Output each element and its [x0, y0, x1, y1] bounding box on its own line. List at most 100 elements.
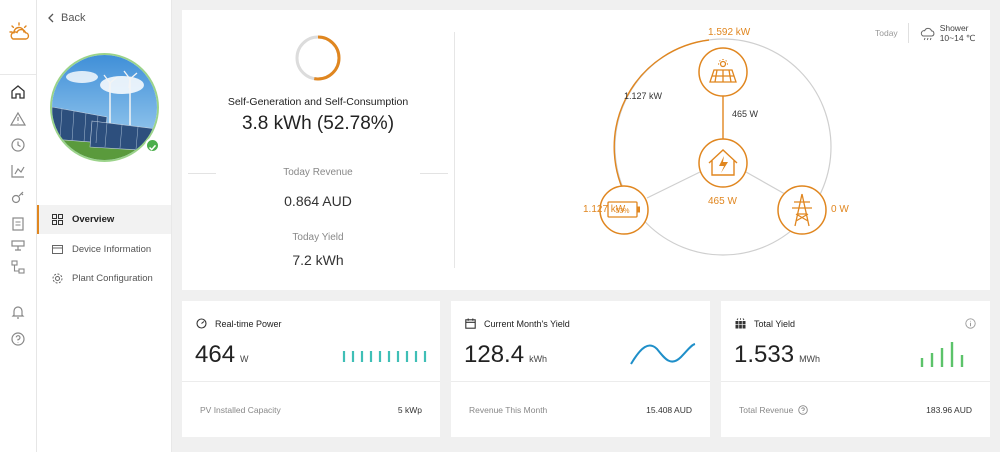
nav-item-overview[interactable]: Overview — [37, 205, 171, 234]
check-icon — [148, 144, 157, 151]
today-yield-value: 7.2 kWh — [292, 252, 344, 268]
gauge-icon — [196, 318, 207, 329]
weather-text: Shower 10~14 ℃ — [940, 23, 976, 43]
month-yield-sparkline — [630, 343, 696, 365]
battery-icon — [607, 201, 640, 218]
nav-item-device-information[interactable]: Device Information — [37, 235, 171, 264]
weather-temp-range: 10~14 ℃ — [939, 33, 976, 43]
nav-item-label: Overview — [72, 214, 115, 225]
divider-right — [420, 173, 448, 174]
card-title: Current Month's Yield — [484, 318, 570, 329]
card-divider — [182, 381, 440, 382]
rain-cloud-icon — [920, 27, 935, 40]
card-header: Current Month's Yield — [465, 318, 570, 329]
history-clock-icon[interactable] — [9, 136, 27, 154]
gear-icon — [52, 273, 63, 284]
card-title: Real-time Power — [215, 318, 282, 329]
battery-to-home-path — [646, 171, 701, 199]
card-footer-label: Revenue This Month — [469, 405, 548, 415]
value-number: 1.533 — [734, 341, 795, 368]
card-footer: Total Revenue — [739, 405, 809, 415]
today-revenue-label: Today Revenue — [283, 167, 353, 178]
weather-widget: Today Shower 10~14 ℃ — [875, 22, 975, 44]
value-unit: kWh — [529, 354, 548, 364]
card-divider — [721, 381, 990, 382]
battery-power-value: 1.127 kW — [583, 204, 626, 215]
card-footer-value: 5 kWp — [397, 405, 422, 415]
weather-period: Today — [875, 28, 898, 38]
weather-divider — [907, 23, 909, 43]
battery-soc-text: 53% — [615, 208, 629, 215]
topology-icon[interactable] — [9, 258, 27, 276]
sun-cloud-logo-icon[interactable] — [6, 20, 32, 42]
total-yield-sparkline — [920, 342, 964, 367]
home-icon[interactable] — [9, 83, 27, 101]
grid-power-value: 0 W — [831, 204, 849, 215]
chevron-left-icon — [48, 13, 54, 23]
self-generation-value: 3.8 kWh (52.78%) — [241, 113, 395, 134]
panel-separator — [454, 32, 455, 268]
value-unit: MWh — [799, 354, 821, 364]
month-yield-card: Current Month's Yield 128.4 kWh Revenue … — [451, 301, 710, 437]
icon-rail — [0, 0, 37, 452]
grid-icon — [52, 214, 63, 225]
overview-panel: Self-Generation and Self-Consumption 3.8… — [182, 10, 990, 290]
pv-node[interactable] — [698, 47, 748, 97]
plant-side-nav: Back Overview Dev — [37, 0, 172, 452]
report-chart-icon[interactable] — [9, 162, 27, 180]
rail-divider — [0, 74, 36, 75]
help-question-icon[interactable] — [798, 405, 809, 415]
solar-plant-photo-icon — [52, 55, 157, 160]
card-footer-value: 15.408 AUD — [646, 405, 692, 415]
plant-avatar — [50, 53, 159, 162]
back-label: Back — [61, 12, 86, 24]
value-number: 464 — [195, 341, 236, 368]
nav-item-label: Plant Configuration — [72, 273, 153, 284]
nav-item-plant-configuration[interactable]: Plant Configuration — [37, 264, 171, 293]
power-tower-icon — [792, 193, 812, 227]
pv-to-battery-path — [613, 39, 710, 201]
today-yield-label: Today Yield — [292, 232, 344, 243]
energy-flow-diagram: 53% 1.592 kW 1.127 kW 465 W 465 W 1.127 … — [462, 10, 990, 290]
self-generation-label: Self-Generation and Self-Consumption — [227, 96, 409, 108]
value-number: 128.4 — [464, 341, 525, 368]
card-title: Total Yield — [754, 318, 796, 329]
pv-to-battery-value: 1.127 kW — [624, 91, 663, 101]
home-node[interactable] — [698, 138, 748, 188]
home-power-value: 465 W — [708, 196, 737, 207]
device-list-icon[interactable] — [9, 237, 27, 255]
maintenance-tools-icon[interactable] — [9, 189, 27, 207]
notification-bell-icon[interactable] — [9, 303, 27, 321]
pv-to-home-value: 465 W — [732, 109, 759, 119]
value-unit: W — [240, 354, 249, 364]
card-divider — [451, 381, 710, 382]
online-status-badge — [145, 138, 160, 153]
realtime-power-sparkline — [342, 351, 427, 362]
card-header: Real-time Power — [196, 318, 282, 329]
calendar-icon — [465, 318, 476, 329]
back-button[interactable]: Back — [47, 12, 85, 24]
month-yield-value: 128.4 kWh — [464, 341, 547, 369]
help-question-icon[interactable] — [9, 330, 27, 348]
house-bolt-icon — [708, 149, 738, 176]
today-revenue-value: 0.864 AUD — [284, 193, 352, 209]
card-footer-label: Total Revenue — [739, 405, 794, 415]
divider-left — [188, 173, 216, 174]
solar-panel-small-icon — [735, 318, 746, 329]
self-consumption-ring — [295, 35, 341, 81]
total-yield-card: Total Yield 1.533 MWh Total Revenue 183.… — [721, 301, 990, 437]
card-footer-value: 183.96 AUD — [926, 405, 972, 415]
pv-power-value: 1.592 kW — [708, 27, 751, 38]
realtime-power-card: Real-time Power 464 W PV Installed Capac… — [182, 301, 440, 437]
document-icon[interactable] — [9, 215, 27, 233]
device-icon — [52, 245, 63, 254]
flow-ring — [614, 38, 832, 256]
grid-node[interactable] — [777, 185, 827, 235]
card-footer-label: PV Installed Capacity — [200, 405, 281, 415]
card-header: Total Yield — [735, 318, 795, 329]
realtime-power-value: 464 W — [195, 341, 249, 369]
alarm-warning-icon[interactable] — [9, 110, 27, 128]
info-icon[interactable] — [965, 318, 976, 329]
battery-node[interactable] — [599, 185, 649, 235]
total-yield-value: 1.533 MWh — [734, 341, 820, 369]
